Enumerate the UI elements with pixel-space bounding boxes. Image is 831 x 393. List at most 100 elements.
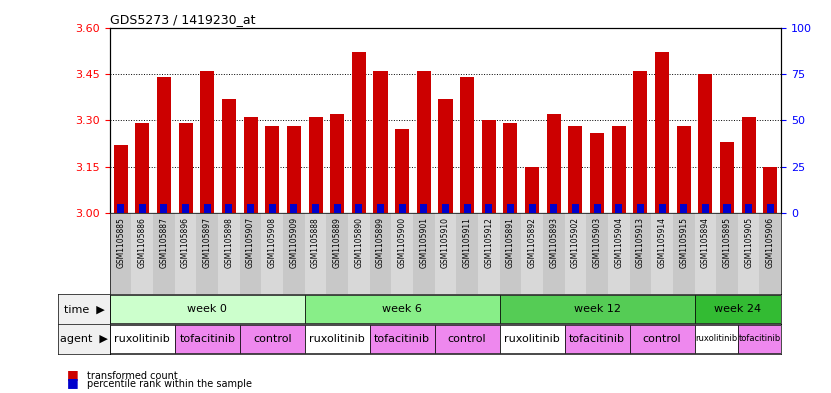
- Bar: [243, 117, 258, 213]
- Bar: [283, 213, 305, 294]
- Bar: [676, 127, 691, 213]
- Bar: [114, 145, 128, 213]
- Bar: [373, 71, 387, 213]
- Bar: [741, 117, 755, 213]
- Bar: [290, 204, 297, 213]
- Bar: [413, 213, 435, 294]
- Text: GSM1105885: GSM1105885: [116, 217, 125, 268]
- Bar: [327, 213, 348, 294]
- Text: GSM1105912: GSM1105912: [484, 217, 494, 268]
- Bar: [200, 71, 214, 213]
- Text: ruxolitinib: ruxolitinib: [504, 334, 560, 344]
- Bar: [529, 204, 536, 213]
- Bar: [131, 213, 153, 294]
- Text: GSM1105893: GSM1105893: [549, 217, 558, 268]
- Bar: [680, 204, 687, 213]
- Bar: [456, 213, 478, 294]
- Bar: [543, 213, 564, 294]
- Bar: [356, 204, 362, 213]
- Bar: [218, 213, 240, 294]
- Bar: [499, 213, 521, 294]
- Bar: [637, 204, 644, 213]
- Bar: [182, 204, 189, 213]
- Bar: [720, 142, 734, 213]
- Bar: [417, 71, 430, 213]
- Bar: [312, 204, 319, 213]
- Bar: [564, 213, 586, 294]
- Bar: [175, 325, 240, 353]
- Text: GSM1105897: GSM1105897: [203, 217, 212, 268]
- Bar: [305, 295, 499, 323]
- Text: GSM1105901: GSM1105901: [420, 217, 428, 268]
- Text: ruxolitinib: ruxolitinib: [115, 334, 170, 344]
- Bar: [435, 213, 456, 294]
- Bar: [442, 204, 449, 213]
- Bar: [268, 204, 276, 213]
- Bar: [110, 325, 175, 353]
- Text: GSM1105909: GSM1105909: [289, 217, 298, 268]
- Text: ■: ■: [66, 368, 78, 381]
- Text: GSM1105902: GSM1105902: [571, 217, 580, 268]
- Bar: [110, 295, 305, 323]
- Text: ruxolitinib: ruxolitinib: [695, 334, 737, 343]
- Bar: [308, 117, 322, 213]
- Bar: [420, 204, 427, 213]
- Bar: [305, 213, 327, 294]
- Bar: [655, 52, 669, 213]
- Bar: [377, 204, 384, 213]
- Bar: [716, 213, 738, 294]
- Bar: [478, 213, 499, 294]
- Text: GSM1105886: GSM1105886: [138, 217, 147, 268]
- Text: GSM1105895: GSM1105895: [722, 217, 731, 268]
- Bar: [464, 204, 470, 213]
- Text: GSM1105908: GSM1105908: [268, 217, 277, 268]
- Text: agent  ▶: agent ▶: [60, 334, 108, 344]
- Bar: [695, 295, 781, 323]
- Text: GSM1105896: GSM1105896: [181, 217, 190, 268]
- Text: GDS5273 / 1419230_at: GDS5273 / 1419230_at: [110, 13, 255, 26]
- Text: GSM1105915: GSM1105915: [679, 217, 688, 268]
- Bar: [160, 204, 168, 213]
- Bar: [564, 325, 630, 353]
- Text: GSM1105910: GSM1105910: [441, 217, 450, 268]
- Text: tofacitinib: tofacitinib: [374, 334, 430, 344]
- Text: GSM1105898: GSM1105898: [224, 217, 234, 268]
- Bar: [547, 114, 561, 213]
- Text: GSM1105889: GSM1105889: [332, 217, 342, 268]
- Bar: [287, 127, 301, 213]
- Bar: [652, 213, 673, 294]
- Text: GSM1105905: GSM1105905: [744, 217, 753, 268]
- Bar: [568, 127, 583, 213]
- Bar: [370, 325, 435, 353]
- Bar: [352, 52, 366, 213]
- Bar: [507, 204, 514, 213]
- Text: control: control: [253, 334, 292, 344]
- Bar: [157, 77, 171, 213]
- Bar: [673, 213, 695, 294]
- Text: GSM1105888: GSM1105888: [311, 217, 320, 268]
- Text: percentile rank within the sample: percentile rank within the sample: [87, 379, 253, 389]
- Bar: [612, 127, 626, 213]
- Bar: [658, 204, 666, 213]
- Text: GSM1105899: GSM1105899: [376, 217, 385, 268]
- Bar: [738, 325, 781, 353]
- Bar: [702, 204, 709, 213]
- Bar: [724, 204, 730, 213]
- Bar: [240, 213, 262, 294]
- Text: GSM1105892: GSM1105892: [528, 217, 537, 268]
- Bar: [590, 132, 604, 213]
- Text: GSM1105903: GSM1105903: [593, 217, 602, 268]
- Bar: [572, 204, 579, 213]
- Text: GSM1105904: GSM1105904: [614, 217, 623, 268]
- Bar: [399, 204, 406, 213]
- Bar: [265, 127, 279, 213]
- Bar: [175, 213, 196, 294]
- Bar: [179, 123, 193, 213]
- Bar: [615, 204, 622, 213]
- Bar: [550, 204, 558, 213]
- Text: tofacitinib: tofacitinib: [569, 334, 625, 344]
- Bar: [525, 167, 539, 213]
- Bar: [608, 213, 630, 294]
- Text: transformed count: transformed count: [87, 371, 178, 381]
- Bar: [760, 213, 781, 294]
